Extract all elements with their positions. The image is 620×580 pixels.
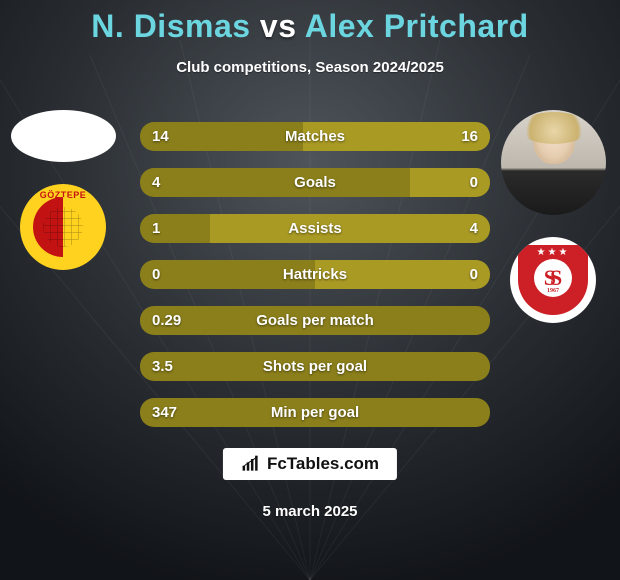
player1-name: N. Dismas [91,8,250,44]
chart-icon [241,455,261,473]
stat-seg-right [410,168,491,197]
stat-seg-left [140,168,410,197]
stat-seg-full [140,398,490,427]
player2-avatar [501,110,606,215]
stat-row: Min per goal347 [140,398,490,427]
sivas-stars: ★★★ [537,247,570,258]
stat-row: Hattricks00 [140,260,490,289]
subtitle: Club competitions, Season 2024/2025 [176,59,444,76]
right-column: ★★★ SS [498,110,608,323]
stat-seg-left [140,214,210,243]
player2-name: Alex Pritchard [305,8,529,44]
sivas-ss: SS [534,259,572,297]
stat-row: Shots per goal3.5 [140,352,490,381]
brand-text: FcTables.com [267,454,379,474]
stat-row: Goals40 [140,168,490,197]
stat-row: Goals per match0.29 [140,306,490,335]
stat-seg-right [210,214,490,243]
player1-avatar [11,110,116,162]
comparison-title: N. Dismas vs Alex Pritchard [91,8,528,45]
stat-row: Assists14 [140,214,490,243]
player1-club-badge: GÖZTEPE [20,184,106,270]
stat-seg-right [303,122,490,151]
title-vs: vs [260,8,297,44]
stat-seg-full [140,306,490,335]
footer-date: 5 march 2025 [0,503,620,520]
stat-row: Matches1416 [140,122,490,151]
player2-club-badge: ★★★ SS [510,237,596,323]
left-column: GÖZTEPE [8,110,118,270]
stat-bars: Matches1416 Goals40 Assists14 Hattricks00 Go… [140,122,490,427]
stat-seg-left [140,122,303,151]
brand-badge: FcTables.com [223,448,397,480]
stat-seg-left [140,260,315,289]
stat-seg-full [140,352,490,381]
stat-seg-right [315,260,490,289]
